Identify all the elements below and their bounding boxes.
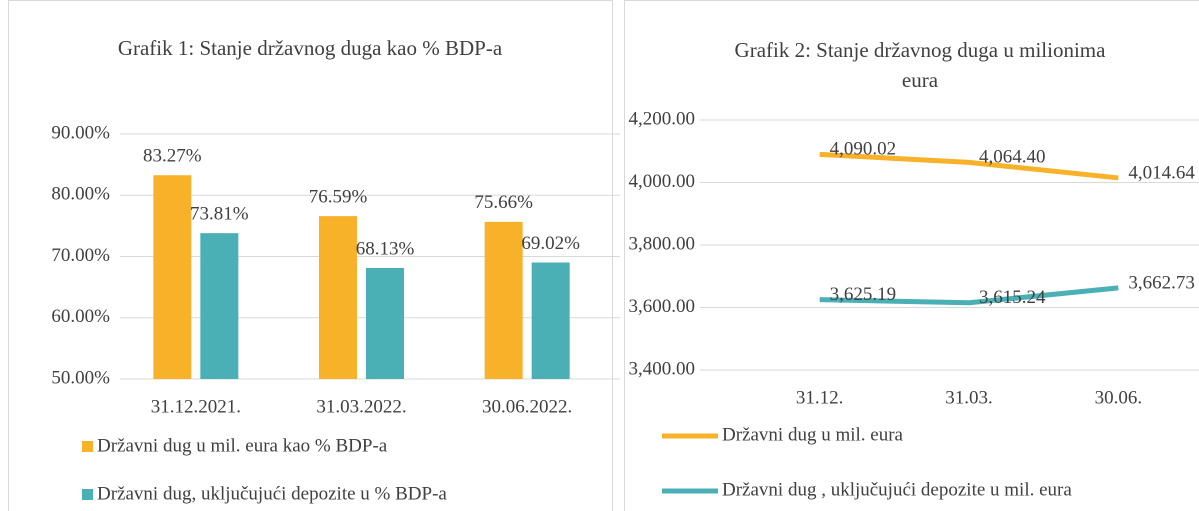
x-tick-label: 31.03.: [945, 387, 993, 408]
x-tick-label: 30.06.2022.: [482, 396, 572, 417]
y-tick-label: 4,000.00: [629, 171, 696, 192]
data-label: 68.13%: [356, 238, 415, 259]
y-tick-label: 70.00%: [51, 245, 110, 266]
x-tick-label: 31.12.: [796, 387, 844, 408]
legend-swatch: [82, 489, 93, 500]
y-tick-label: 4,200.00: [629, 108, 696, 129]
y-tick-label: 3,400.00: [629, 358, 696, 379]
bar: [319, 216, 357, 379]
data-label: 4,064.40: [979, 147, 1046, 168]
data-label: 83.27%: [143, 146, 202, 167]
legend-label: Državni dug, uključujući depozite u % BD…: [97, 483, 447, 504]
data-label: 3,625.19: [830, 284, 897, 305]
legend-label: Državni dug , uključujući depozite u mil…: [722, 479, 1072, 500]
data-label: 76.59%: [309, 186, 368, 207]
x-tick-label: 31.03.2022.: [316, 396, 406, 417]
data-label: 4,090.02: [830, 139, 897, 160]
y-tick-label: 80.00%: [51, 184, 110, 205]
bar: [531, 262, 570, 379]
chart-title: Grafik 2: Stanje državnog duga u milioni…: [734, 38, 1106, 92]
y-tick-label: 3,800.00: [629, 233, 696, 254]
y-tick-label: 50.00%: [51, 367, 110, 388]
data-label: 3,615.24: [979, 287, 1046, 308]
data-label: 4,014.64: [1128, 162, 1195, 183]
data-label: 3,662.73: [1128, 272, 1195, 293]
legend-label: Državni dug u mil. eura: [722, 424, 904, 445]
data-label: 73.81%: [190, 204, 249, 225]
chart-title: Grafik 1: Stanje državnog duga kao % BDP…: [117, 36, 503, 60]
data-label: 75.66%: [474, 192, 533, 213]
data-label: 69.02%: [521, 233, 580, 254]
panel: [8, 0, 613, 511]
legend-label: Državni dug u mil. eura kao % BDP-a: [97, 435, 388, 456]
y-tick-label: 3,600.00: [629, 296, 696, 317]
y-tick-label: 90.00%: [51, 122, 110, 143]
bar: [200, 233, 239, 379]
x-tick-label: 31.12.2021.: [151, 396, 241, 417]
line: [819, 151, 1119, 181]
panel: [624, 0, 1199, 511]
bar: [153, 175, 192, 379]
legend-swatch: [82, 441, 93, 452]
x-tick-label: 30.06.: [1095, 387, 1143, 408]
y-tick-label: 60.00%: [51, 306, 110, 327]
bar: [484, 221, 523, 379]
bar: [366, 267, 404, 379]
line: [819, 285, 1119, 306]
